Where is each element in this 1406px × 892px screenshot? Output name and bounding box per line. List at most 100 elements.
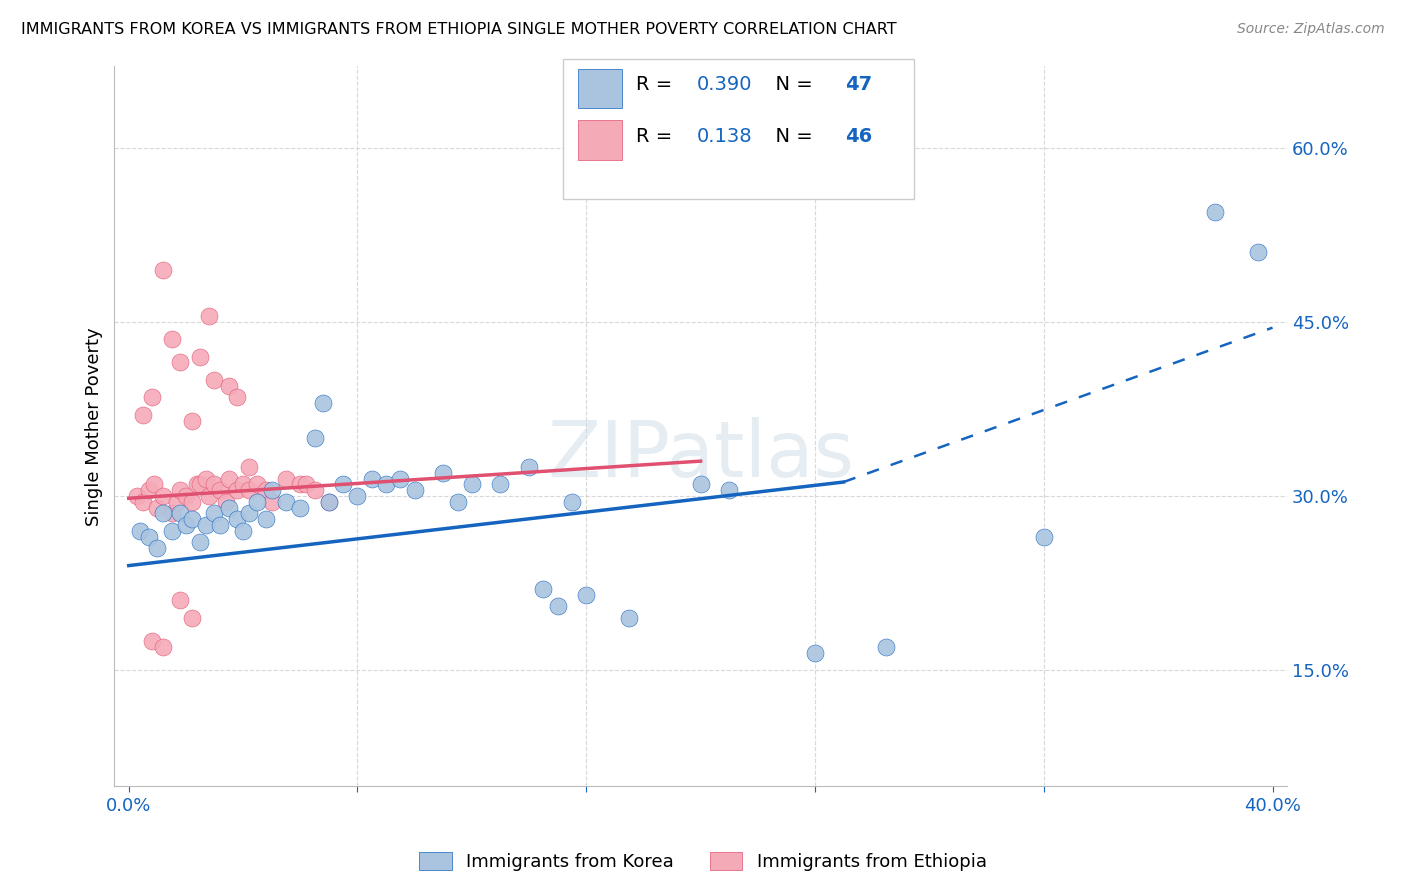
Point [238, 507, 260, 521]
Text: 0.138: 0.138 [697, 127, 752, 145]
Point [318, 495, 340, 509]
Point [143, 477, 166, 491]
Text: IMMIGRANTS FROM KOREA VS IMMIGRANTS FROM ETHIOPIA SINGLE MOTHER POVERTY CORRELAT: IMMIGRANTS FROM KOREA VS IMMIGRANTS FROM… [21, 22, 897, 37]
Point [254, 483, 277, 497]
Point [218, 500, 240, 515]
Text: ZIPatlas: ZIPatlas [547, 417, 853, 493]
Point [461, 477, 484, 491]
Point [152, 507, 174, 521]
Point [360, 471, 382, 485]
Point [804, 646, 827, 660]
Point [312, 396, 335, 410]
Point [132, 408, 155, 422]
Point [232, 524, 254, 538]
Point [204, 477, 226, 491]
Point [152, 640, 174, 654]
Point [246, 495, 269, 509]
Point [169, 593, 191, 607]
Point [489, 477, 512, 491]
FancyBboxPatch shape [564, 59, 914, 199]
Point [446, 495, 468, 509]
Point [174, 518, 197, 533]
Point [160, 332, 183, 346]
Point [238, 483, 260, 497]
Point [274, 471, 297, 485]
Point [141, 390, 163, 404]
Point [188, 535, 211, 549]
Point [226, 512, 249, 526]
Point [218, 471, 240, 485]
Point [129, 524, 152, 538]
Point [197, 309, 219, 323]
Text: N =: N = [763, 75, 818, 94]
Point [226, 483, 249, 497]
FancyBboxPatch shape [578, 120, 621, 160]
Text: N =: N = [763, 127, 818, 145]
Point [260, 483, 283, 497]
Point [432, 466, 454, 480]
Point [246, 477, 269, 491]
Point [138, 483, 160, 497]
Point [254, 512, 277, 526]
Text: 46: 46 [845, 127, 872, 145]
Y-axis label: Single Mother Poverty: Single Mother Poverty [86, 327, 103, 525]
Point [127, 489, 149, 503]
Point [1204, 204, 1226, 219]
Point [180, 512, 202, 526]
Point [617, 611, 640, 625]
Point [209, 483, 232, 497]
Point [346, 489, 368, 503]
Point [718, 483, 741, 497]
Legend: Immigrants from Korea, Immigrants from Ethiopia: Immigrants from Korea, Immigrants from E… [412, 846, 994, 879]
Point [132, 495, 155, 509]
Point [141, 634, 163, 648]
Point [138, 530, 160, 544]
Point [332, 477, 354, 491]
Point [152, 262, 174, 277]
Point [232, 477, 254, 491]
Text: 0.390: 0.390 [697, 75, 752, 94]
Point [180, 611, 202, 625]
Text: R =: R = [636, 127, 679, 145]
Point [531, 582, 554, 596]
Point [160, 524, 183, 538]
Point [304, 431, 326, 445]
Point [876, 640, 898, 654]
Text: 47: 47 [845, 75, 872, 94]
Point [188, 477, 211, 491]
Point [188, 350, 211, 364]
Point [274, 495, 297, 509]
Point [1032, 530, 1054, 544]
Point [375, 477, 398, 491]
Point [389, 471, 412, 485]
Point [152, 489, 174, 503]
Point [575, 588, 598, 602]
Point [561, 495, 583, 509]
Point [194, 518, 217, 533]
Point [169, 507, 191, 521]
Point [260, 495, 283, 509]
Point [204, 373, 226, 387]
Point [226, 390, 249, 404]
Point [689, 477, 711, 491]
Point [295, 477, 318, 491]
Point [304, 483, 326, 497]
Text: Source: ZipAtlas.com: Source: ZipAtlas.com [1237, 22, 1385, 37]
Text: R =: R = [636, 75, 679, 94]
Point [1247, 245, 1270, 260]
Point [146, 541, 169, 556]
Point [194, 471, 217, 485]
Point [318, 495, 340, 509]
Point [146, 500, 169, 515]
Point [166, 495, 188, 509]
FancyBboxPatch shape [578, 69, 621, 108]
Point [174, 489, 197, 503]
Point [160, 507, 183, 521]
Point [209, 518, 232, 533]
Point [547, 599, 569, 614]
Point [180, 413, 202, 427]
Point [290, 500, 312, 515]
Point [404, 483, 426, 497]
Point [290, 477, 312, 491]
Point [517, 459, 540, 474]
